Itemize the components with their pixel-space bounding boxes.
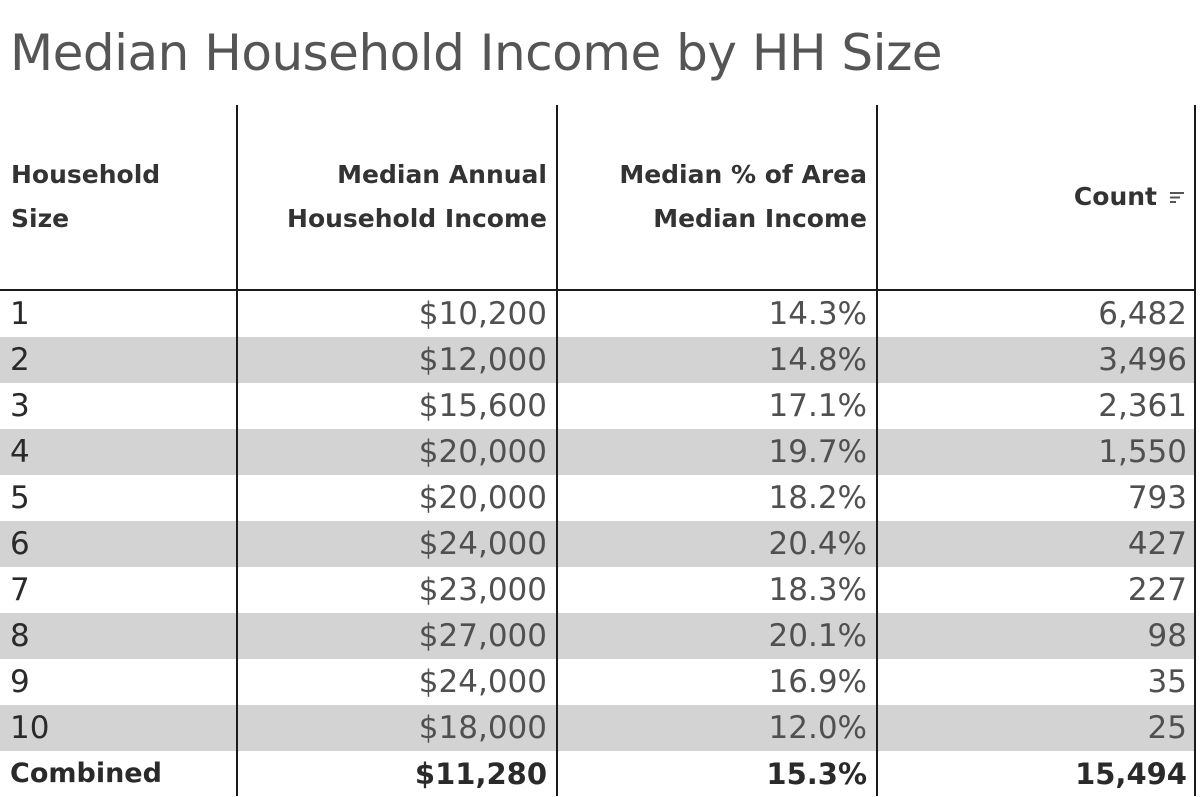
chart-title: Median Household Income by HH Size: [10, 24, 943, 82]
cell-median-income: $12,000: [418, 342, 547, 378]
column-divider: [876, 105, 878, 796]
table-row: 8 $27,000 20.1% 98: [0, 613, 1196, 659]
cell-median-pct-ami: 20.1%: [768, 618, 867, 654]
table-row: 1 $10,200 14.3% 6,482: [0, 291, 1196, 337]
cell-median-income: $18,000: [418, 710, 547, 746]
cell-count: 3,496: [1098, 342, 1187, 378]
cell-household-size: 9: [10, 664, 30, 700]
cell-count: 2,361: [1098, 388, 1187, 424]
sort-icon[interactable]: [1169, 188, 1187, 206]
column-header-household-size[interactable]: Household Size: [0, 105, 236, 289]
cell-household-size: 2: [10, 342, 30, 378]
column-divider: [236, 105, 238, 796]
column-header-median-pct-ami[interactable]: Median % of Area Median Income: [558, 105, 876, 289]
cell-household-size: 6: [10, 526, 30, 562]
column-header-label: Median % of Area Median Income: [619, 160, 867, 233]
cell-median-income: $24,000: [418, 664, 547, 700]
cell-median-income: $24,000: [418, 526, 547, 562]
cell-household-size: 10: [10, 710, 50, 746]
cell-median-income: $11,280: [414, 757, 547, 791]
cell-household-size: 8: [10, 618, 30, 654]
cell-median-pct-ami: 14.8%: [768, 342, 867, 378]
cell-median-pct-ami: 15.3%: [766, 757, 867, 791]
table-row: 7 $23,000 18.3% 227: [0, 567, 1196, 613]
column-divider: [556, 105, 558, 796]
table-row: 3 $15,600 17.1% 2,361: [0, 383, 1196, 429]
cell-count: 6,482: [1098, 296, 1187, 332]
cell-count: 227: [1127, 572, 1187, 608]
table-row: 6 $24,000 20.4% 427: [0, 521, 1196, 567]
table-row: 10 $18,000 12.0% 25: [0, 705, 1196, 751]
cell-median-pct-ami: 20.4%: [768, 526, 867, 562]
cell-household-size: 5: [10, 480, 30, 516]
cell-median-income: $23,000: [418, 572, 547, 608]
cell-count: 98: [1147, 618, 1187, 654]
cell-household-size: 3: [10, 388, 30, 424]
cell-median-pct-ami: 18.3%: [768, 572, 867, 608]
cell-count: 793: [1127, 480, 1187, 516]
cell-median-pct-ami: 17.1%: [768, 388, 867, 424]
cell-count: 15,494: [1075, 757, 1187, 791]
cell-median-pct-ami: 16.9%: [768, 664, 867, 700]
table-row: 9 $24,000 16.9% 35: [0, 659, 1196, 705]
total-row: Combined $11,280 15.3% 15,494: [0, 751, 1196, 797]
cell-count: 1,550: [1098, 434, 1187, 470]
cell-household-size: 1: [10, 296, 30, 332]
income-table: Household Size Median Annual Household I…: [0, 105, 1196, 796]
header-divider: [0, 289, 1196, 291]
column-divider: [1194, 105, 1196, 796]
table-row: 5 $20,000 18.2% 793: [0, 475, 1196, 521]
cell-median-income: $15,600: [418, 388, 547, 424]
cell-count: 35: [1147, 664, 1187, 700]
cell-median-pct-ami: 18.2%: [768, 480, 867, 516]
cell-count: 427: [1127, 526, 1187, 562]
table-row: 4 $20,000 19.7% 1,550: [0, 429, 1196, 475]
table-row: 2 $12,000 14.8% 3,496: [0, 337, 1196, 383]
column-header-label: Median Annual Household Income: [287, 160, 547, 233]
cell-median-pct-ami: 14.3%: [768, 296, 867, 332]
column-header-count[interactable]: Count: [878, 105, 1196, 289]
column-header-median-income[interactable]: Median Annual Household Income: [238, 105, 556, 289]
column-header-label: Count: [1073, 182, 1157, 211]
cell-median-pct-ami: 12.0%: [768, 710, 867, 746]
cell-household-size: Combined: [10, 758, 162, 789]
cell-median-income: $27,000: [418, 618, 547, 654]
cell-median-income: $20,000: [418, 480, 547, 516]
cell-median-income: $20,000: [418, 434, 547, 470]
cell-household-size: 7: [10, 572, 30, 608]
cell-household-size: 4: [10, 434, 30, 470]
cell-median-income: $10,200: [418, 296, 547, 332]
cell-count: 25: [1147, 710, 1187, 746]
column-header-label: Household Size: [11, 160, 161, 233]
cell-median-pct-ami: 19.7%: [768, 434, 867, 470]
